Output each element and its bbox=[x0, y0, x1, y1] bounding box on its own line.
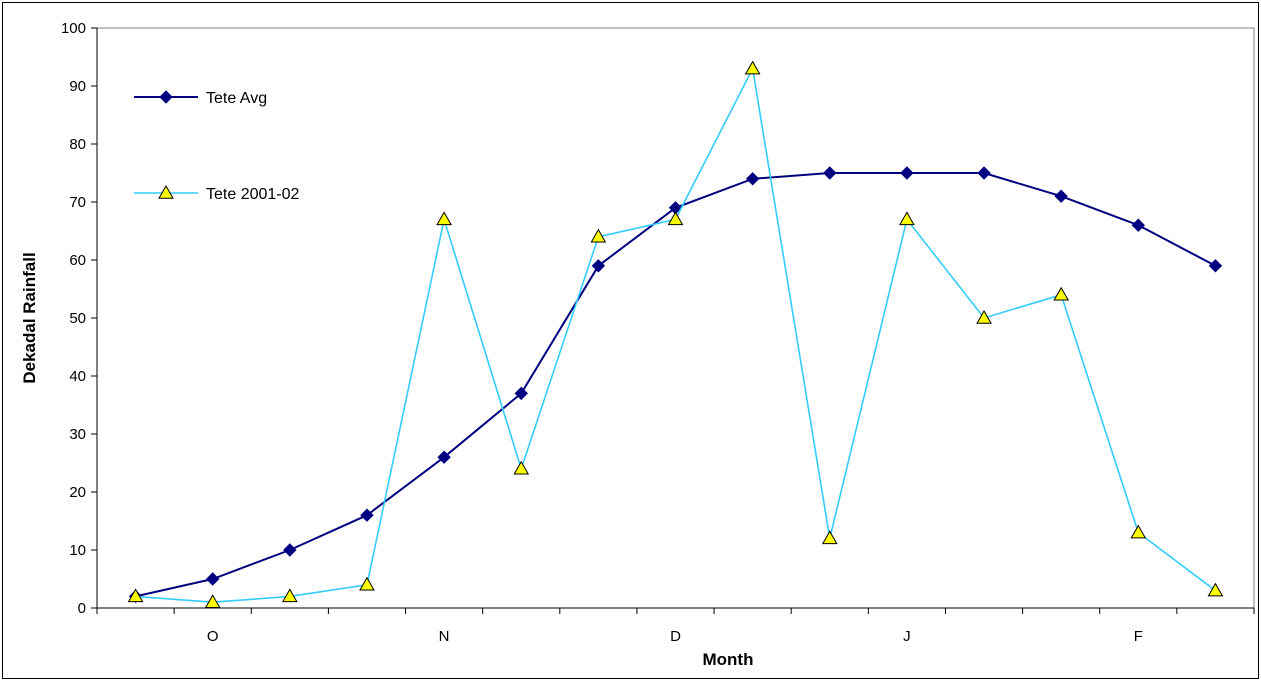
data-point bbox=[1207, 582, 1224, 597]
data-point bbox=[513, 460, 530, 475]
y-tick-label: 90 bbox=[69, 78, 86, 95]
y-axis-title: Dekadal Rainfall bbox=[20, 252, 39, 383]
data-point bbox=[745, 172, 760, 186]
x-tick-label: D bbox=[670, 628, 681, 645]
y-tick-label: 40 bbox=[69, 368, 86, 385]
data-point bbox=[205, 572, 220, 586]
data-point bbox=[823, 166, 837, 180]
data-point bbox=[360, 508, 374, 522]
data-point bbox=[821, 530, 838, 545]
y-tick-label: 50 bbox=[69, 310, 86, 327]
y-tick-label: 20 bbox=[69, 484, 86, 501]
data-point bbox=[667, 211, 684, 226]
data-point bbox=[1130, 524, 1147, 539]
legend-label: Tete Avg bbox=[206, 90, 267, 107]
data-point bbox=[744, 60, 761, 75]
y-tick-label: 60 bbox=[69, 252, 86, 269]
data-point bbox=[590, 228, 607, 243]
data-point bbox=[359, 576, 375, 591]
x-tick-label: J bbox=[903, 628, 911, 645]
data-point bbox=[204, 594, 221, 608]
data-point bbox=[976, 309, 992, 324]
plot-area bbox=[96, 27, 1255, 609]
data-point bbox=[899, 211, 915, 226]
data-point bbox=[283, 543, 297, 557]
legend-marker bbox=[159, 90, 173, 104]
data-point bbox=[1208, 259, 1223, 273]
y-tick-label: 100 bbox=[61, 20, 86, 37]
x-tick-label: N bbox=[439, 628, 450, 645]
data-point bbox=[127, 588, 144, 603]
x-axis-title: Month bbox=[703, 650, 754, 669]
data-point bbox=[1054, 189, 1068, 203]
data-point bbox=[591, 259, 606, 273]
data-point bbox=[514, 386, 528, 401]
y-tick-label: 80 bbox=[69, 136, 86, 153]
legend-label: Tete 2001-02 bbox=[206, 186, 300, 203]
y-tick-label: 10 bbox=[69, 542, 86, 559]
data-point bbox=[1131, 218, 1146, 232]
x-tick-label: F bbox=[1134, 628, 1143, 645]
data-point bbox=[437, 450, 451, 464]
x-tick-label: O bbox=[207, 628, 219, 645]
data-point bbox=[1053, 286, 1070, 301]
data-point bbox=[900, 166, 914, 180]
data-point bbox=[281, 588, 298, 603]
legend-marker bbox=[158, 184, 174, 199]
data-point bbox=[977, 166, 991, 180]
data-point bbox=[436, 211, 452, 226]
y-tick-label: 0 bbox=[78, 600, 86, 617]
y-tick-label: 70 bbox=[69, 194, 86, 211]
y-tick-label: 30 bbox=[69, 426, 86, 443]
